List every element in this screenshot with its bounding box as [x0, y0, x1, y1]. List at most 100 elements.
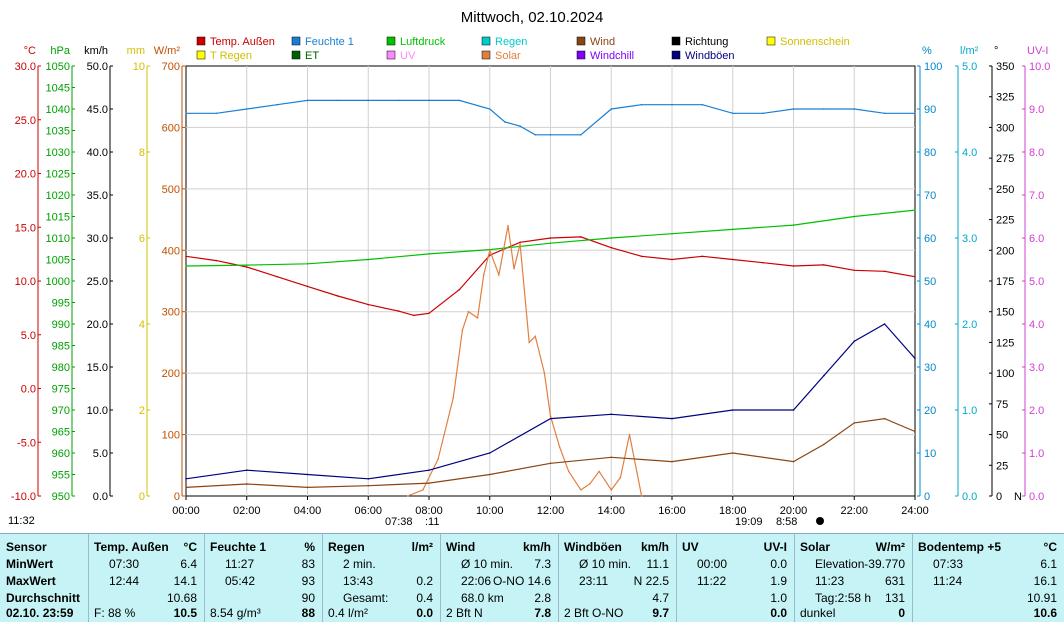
cell-label: 68.0 km	[461, 591, 504, 605]
legend-label: Windchill	[590, 50, 634, 62]
left-axis-tick-label: 2	[139, 405, 145, 417]
x-tick-label: 06:00	[354, 505, 382, 517]
series-point	[853, 269, 856, 272]
chart-title: Mittwoch, 02.10.2024	[460, 9, 604, 26]
row-label: MinWert	[6, 557, 54, 571]
series-point	[549, 134, 552, 136]
x-tick-label: 00:00	[172, 505, 200, 517]
cell-label: 11:24	[933, 574, 963, 588]
series-point	[507, 224, 509, 227]
left-axis-tick-label: 995	[52, 298, 70, 310]
cell-label: 0.4 l/m²	[328, 606, 369, 620]
series-point	[367, 484, 370, 487]
series-point	[367, 303, 370, 306]
left-axis-tick-label: 100	[162, 430, 180, 442]
cell-label: 22:06	[461, 574, 492, 588]
series-point	[598, 470, 600, 473]
legend-swatch	[671, 50, 681, 60]
left-axis-tick-label: 1020	[46, 190, 70, 202]
left-axis-tick-label: 6	[139, 233, 145, 245]
right-axis-tick-label: 70	[924, 190, 936, 202]
x-tick-label: 16:00	[658, 505, 686, 517]
sunset-time: 19:09	[735, 516, 763, 528]
cell-label: 00:00	[697, 557, 728, 571]
series-point	[428, 312, 430, 315]
series-point	[762, 261, 764, 264]
right-axis-tick-label: 0	[924, 491, 930, 503]
left-axis-tick-label: 40.0	[87, 147, 108, 159]
right-axis-unit: UV-I	[1027, 45, 1048, 57]
cell-label: 07:33	[933, 557, 964, 571]
left-axis-tick-label: 5.0	[21, 330, 36, 342]
x-tick-label: 14:00	[597, 505, 625, 517]
right-axis-tick-label: 80	[924, 147, 936, 159]
series-point	[528, 341, 531, 344]
x-tick-label: 20:00	[780, 505, 808, 517]
series-point	[245, 483, 248, 485]
series-point	[792, 108, 795, 110]
series-point	[883, 323, 886, 325]
left-axis-tick-label: 1015	[46, 212, 70, 224]
cell-value: 0.0	[416, 606, 433, 620]
left-axis-tick-label: 50.0	[87, 61, 108, 73]
cell-value: 10.6	[1033, 606, 1057, 620]
x-tick-label: 08:00	[415, 505, 443, 517]
series-point	[853, 215, 856, 218]
cell-label: 2 Bft N	[446, 606, 483, 620]
series-point	[306, 99, 309, 102]
series-point	[413, 314, 415, 317]
left-axis-tick-label: 985	[52, 341, 70, 353]
left-axis-tick-label: 30.0	[87, 233, 108, 245]
right-axis-tick-label: 9.0	[1029, 104, 1044, 116]
row-label: 02.10. 23:59	[6, 606, 74, 620]
right-axis-tick-label: 3.0	[1029, 362, 1044, 374]
series-point	[549, 242, 552, 244]
right-axis-tick-label: 3.0	[962, 233, 977, 245]
cell-value: 14.1	[173, 574, 197, 588]
column-header: Temp. Außen	[94, 540, 169, 554]
cell-value: 0.0	[770, 557, 787, 571]
left-axis-unit: mm	[127, 45, 145, 57]
right-axis-tick-label: 2.0	[962, 319, 977, 331]
series-point	[610, 489, 613, 491]
series-point	[504, 121, 506, 123]
series-point	[245, 264, 248, 266]
series-point	[549, 462, 552, 465]
left-axis-tick-label: 0	[139, 491, 145, 503]
series-point	[498, 274, 500, 276]
series-point	[476, 317, 479, 319]
series-point	[731, 409, 734, 411]
column-header: UV	[682, 540, 699, 554]
series-point	[792, 460, 795, 463]
series-point	[883, 417, 886, 420]
left-axis-tick-label: 20.0	[87, 319, 108, 331]
legend-swatch	[291, 50, 301, 60]
column-header: Bodentemp +5	[918, 540, 1002, 554]
series-point	[519, 125, 521, 127]
right-axis-tick-label: 250	[996, 184, 1014, 196]
series-point	[914, 112, 916, 115]
cell-label: Tag:2:58 h	[815, 591, 872, 605]
left-axis-tick-label: 950	[52, 491, 70, 503]
left-axis-tick-label: 200	[162, 368, 180, 380]
series-point	[397, 310, 400, 312]
right-axis-tick-label: 40	[924, 319, 936, 331]
series-point	[853, 340, 856, 343]
left-axis-tick-label: 4	[139, 319, 145, 331]
legend-swatch	[386, 36, 396, 46]
left-axis-tick-label: 1045	[46, 83, 70, 95]
series-point	[513, 267, 515, 270]
left-axis-tick-label: 8	[139, 147, 145, 159]
cell-value: N 22.5	[633, 574, 669, 588]
series-point	[245, 108, 248, 110]
left-axis-tick-label: 500	[162, 184, 180, 196]
series-point	[762, 112, 764, 115]
series-point	[543, 372, 546, 374]
left-axis-tick-label: 15.0	[87, 362, 108, 374]
series-point	[792, 265, 795, 267]
right-axis-tick-label: 175	[996, 276, 1014, 288]
series-point	[461, 329, 464, 331]
right-axis-tick-label: 200	[996, 245, 1014, 257]
left-axis-tick-label: 1040	[46, 104, 70, 116]
series-point	[610, 456, 613, 459]
